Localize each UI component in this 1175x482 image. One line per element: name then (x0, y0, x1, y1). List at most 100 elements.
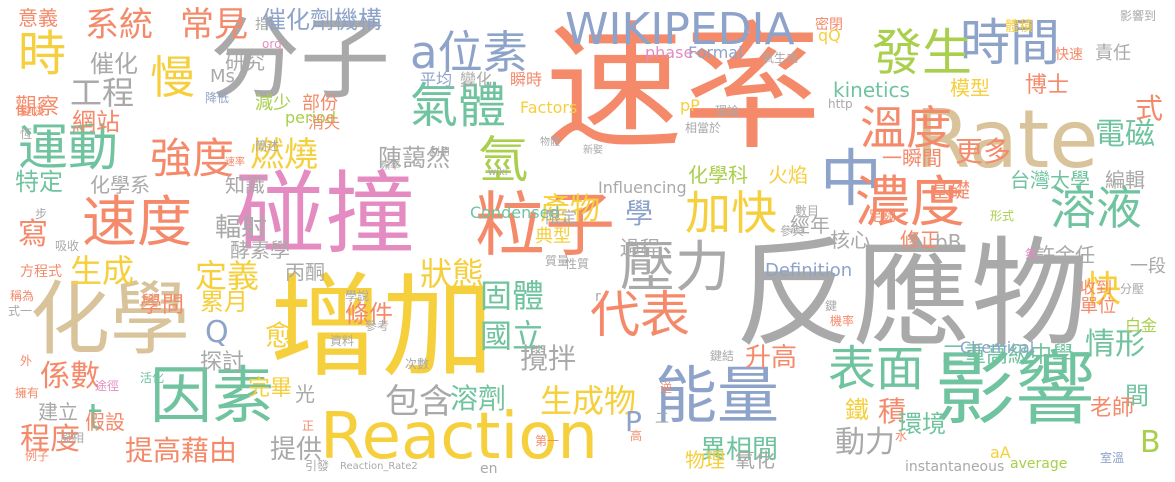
cloud-word: 反應物 (735, 225, 1090, 363)
cloud-word: 白金 (1125, 316, 1158, 335)
cloud-word: 途徑 (95, 379, 120, 393)
cloud-word: 酵素學 (230, 238, 290, 262)
cloud-word: 氣體 (410, 78, 507, 134)
cloud-word: 正 (302, 419, 315, 433)
cloud-word: 攪拌 (520, 342, 577, 375)
cloud-word: 溶劑 (450, 382, 507, 415)
cloud-word: 鍵結 (710, 349, 735, 363)
cloud-word: 粒子 (475, 184, 615, 266)
cloud-word: 化學 (30, 273, 190, 366)
cloud-word: Reaction_Rate2 (340, 461, 418, 472)
cloud-word: B (1140, 425, 1161, 460)
cloud-word: 系統 (85, 5, 153, 45)
cloud-word: 提高藉由 (125, 434, 238, 467)
cloud-word: Q (205, 315, 229, 350)
cloud-word: 質量 (545, 254, 570, 268)
cloud-word: 條件 (345, 300, 393, 328)
cloud-word: pP (680, 96, 700, 115)
cloud-word: 台灣大學 (1010, 168, 1090, 192)
cloud-word: 碰撞 (235, 162, 415, 267)
cloud-word: 物體 (540, 137, 560, 148)
cloud-word: 單位 (1080, 296, 1116, 317)
cloud-word: 增加 (270, 263, 494, 393)
cloud-word: 資料 (330, 334, 355, 348)
cloud-word: 濃度 (855, 170, 966, 234)
cloud-word: 氫 (478, 131, 528, 189)
cloud-word: 化學科 (688, 163, 748, 187)
cloud-word: instantaneous (905, 459, 1005, 475)
cloud-word: 速率 (225, 157, 245, 168)
cloud-word: 網站 (72, 108, 120, 136)
cloud-word: 指 (255, 17, 269, 33)
cloud-word: 責任 (1095, 43, 1131, 64)
cloud-word: 意義 (18, 6, 58, 30)
cloud-word: 研究 (225, 50, 265, 74)
cloud-word: 典型 (535, 226, 571, 247)
cloud-word: 擁有 (15, 386, 40, 400)
cloud-word: 第一 (535, 434, 560, 448)
cloud-word: 速率 (545, 8, 822, 169)
cloud-word: 陳藹然 (378, 144, 450, 172)
cloud-word: 產物 (540, 192, 600, 227)
cloud-word: 溶液 (1050, 181, 1142, 235)
cloud-word: WIKIPEDIA (565, 4, 795, 55)
cloud-word: 快 (1085, 269, 1122, 310)
cloud-word: 瞬時 (510, 70, 543, 89)
cloud-word: 利用 (430, 147, 450, 158)
cloud-word: 性質 (565, 257, 590, 271)
cloud-word: 探討 (200, 350, 245, 375)
cloud-word: 強度 (150, 134, 235, 183)
cloud-word: 因素 (150, 359, 275, 432)
cloud-word: Formal (688, 43, 743, 62)
cloud-word: 運動 (18, 119, 118, 177)
cloud-word: 固體 (480, 277, 545, 315)
cloud-word: aA (990, 443, 1011, 462)
cloud-word: 核心 (830, 228, 870, 252)
cloud-word: 分子 (210, 7, 390, 112)
cloud-word: 常見 (180, 5, 248, 45)
cloud-word: 假設 (85, 410, 125, 434)
cloud-word: 分壓 (1120, 282, 1145, 296)
cloud-word: en (480, 461, 498, 477)
cloud-word: 減少 (255, 93, 291, 114)
cloud-word: 代表 (590, 286, 690, 344)
cloud-word: 學問 (140, 293, 185, 318)
cloud-word: 頻率 (380, 161, 400, 172)
cloud-word: 生成物 (540, 382, 637, 420)
cloud-word: 高 (630, 429, 643, 443)
cloud-word: 定義 (195, 257, 260, 295)
cloud-word: 電磁 (1095, 117, 1155, 152)
cloud-word: r (595, 289, 601, 305)
cloud-word: 式 (1135, 92, 1164, 125)
cloud-word: 催化劑機構 (262, 6, 382, 34)
cloud-word: 係數 (40, 359, 100, 394)
cloud-word: 愈 (265, 319, 294, 352)
cloud-word: a位素 (410, 26, 528, 79)
cloud-word: 水 (895, 429, 908, 443)
cloud-word: 鐵 (845, 396, 869, 424)
cloud-word: 觀察 (15, 95, 60, 120)
cloud-word: 形式 (990, 209, 1015, 223)
cloud-word: 凝相 (60, 431, 85, 445)
cloud-word: Chemical (960, 338, 1035, 357)
cloud-word: 體積 (1005, 19, 1033, 35)
cloud-word: 鍵 (825, 299, 838, 313)
cloud-word: 輻射 (215, 213, 268, 243)
cloud-word: 特定 (15, 168, 63, 196)
cloud-word: 提供 (270, 435, 323, 465)
cloud-word: 催化 (90, 50, 138, 78)
cloud-word: 情形 (1085, 327, 1145, 362)
cloud-word: 累月 (200, 288, 248, 316)
cloud-word: 參與 (780, 224, 805, 238)
cloud-word: kinetics (833, 78, 910, 102)
cloud-word: 老師 (1090, 396, 1135, 421)
cloud-word: t (88, 397, 103, 438)
cloud-word: 溫度 (860, 101, 952, 155)
cloud-word: 編輯 (1105, 168, 1145, 192)
cloud-word: 降低 (205, 91, 230, 105)
cloud-word: 消失 (308, 113, 341, 132)
cloud-word: 工程 (70, 74, 135, 112)
cloud-word: Condensed (470, 203, 560, 222)
cloud-word: 限定 (545, 208, 578, 227)
